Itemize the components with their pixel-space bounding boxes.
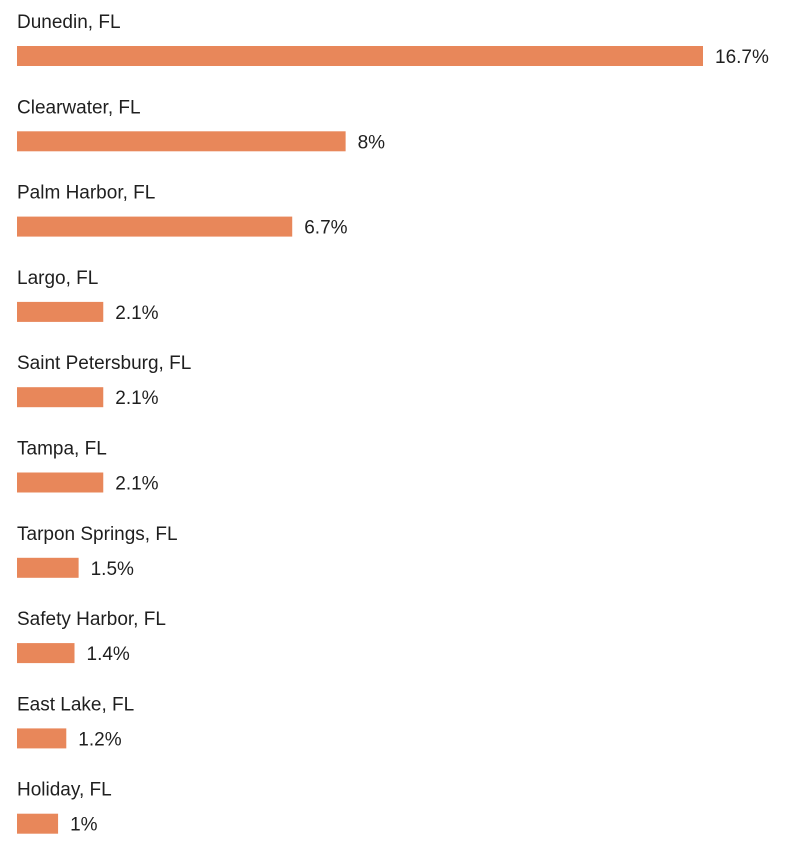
category-label: Saint Petersburg, FL: [17, 353, 191, 374]
bar-row: Saint Petersburg, FL 2.1%: [17, 353, 191, 409]
bar: [17, 46, 703, 66]
value-label: 1.2%: [78, 729, 121, 750]
category-label: Dunedin, FL: [17, 12, 121, 33]
bar: [17, 728, 67, 749]
value-label: 1%: [70, 815, 98, 836]
value-label: 1.5%: [91, 559, 134, 580]
bar-row: East Lake, FL 1.2%: [17, 694, 134, 750]
bar-row: Tampa, FL 2.1%: [17, 439, 159, 495]
bar: [17, 643, 75, 664]
bar: [17, 472, 104, 493]
value-label: 16.7%: [715, 47, 769, 68]
value-label: 8%: [358, 132, 386, 153]
bar: [17, 301, 104, 322]
bar-row: Tarpon Springs, FL 1.5%: [17, 524, 178, 580]
bar-row: Largo, FL 2.1%: [17, 268, 159, 324]
value-label: 2.1%: [115, 474, 158, 495]
bar-row: Dunedin, FL 16.7%: [17, 12, 769, 68]
value-label: 2.1%: [115, 303, 158, 324]
bar: [17, 813, 59, 834]
category-label: Tarpon Springs, FL: [17, 524, 178, 545]
bar-row: Palm Harbor, FL 6.7%: [17, 183, 348, 239]
category-label: Palm Harbor, FL: [17, 183, 155, 204]
value-label: 2.1%: [115, 388, 158, 409]
bar-row: Clearwater, FL 8%: [17, 97, 385, 153]
bar-row: Holiday, FL 1%: [17, 780, 112, 836]
category-label: Holiday, FL: [17, 780, 112, 801]
bar-row: Safety Harbor, FL 1.4%: [17, 609, 166, 665]
bar: [17, 387, 104, 408]
bar: [17, 557, 79, 578]
value-label: 1.4%: [87, 644, 130, 665]
bar: [17, 216, 293, 237]
category-label: Largo, FL: [17, 268, 98, 289]
category-label: Clearwater, FL: [17, 97, 141, 118]
value-label: 6.7%: [304, 218, 347, 239]
category-label: Safety Harbor, FL: [17, 609, 166, 630]
bar: [17, 131, 346, 152]
category-label: Tampa, FL: [17, 439, 107, 460]
category-label: East Lake, FL: [17, 694, 134, 715]
